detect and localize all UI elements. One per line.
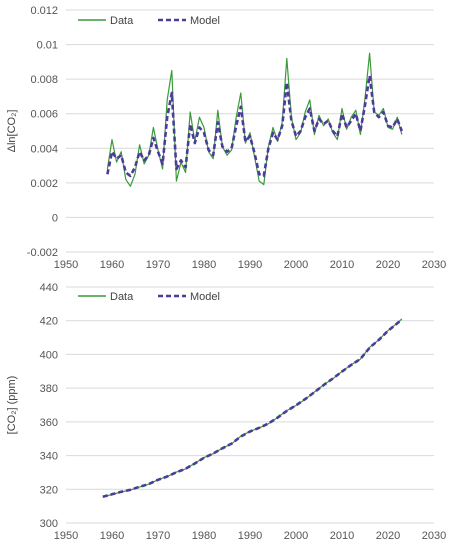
legend-label-model: Model [190, 15, 220, 27]
chart-co2-concentration: 300 320 340 360 380 400 420 440 1950 1960 1970 1980… [6, 282, 446, 542]
x-tick-label: 2020 [376, 259, 400, 271]
x-tick-label: 1990 [238, 530, 262, 542]
y-tick-label: 0.008 [30, 74, 58, 86]
chart-delta-ln-co2: -0.002 0 0.002 0.004 0.006 0.008 0.01 0.012 1950… [6, 5, 446, 271]
x-tick-label: 2020 [376, 530, 400, 542]
y-tick-label: 0.012 [30, 5, 58, 17]
y-tick-label: -0.002 [27, 247, 58, 259]
y-tick-label: 0 [52, 212, 58, 224]
x-tick-label: 1960 [100, 259, 124, 271]
y-tick-label: 360 [40, 417, 58, 429]
y-axis-title: [CO₂] (ppm) [6, 376, 18, 435]
series-line-model [102, 318, 403, 498]
y-tick-label: 420 [40, 316, 58, 328]
series-line-data [102, 318, 403, 498]
x-tick-label: 1970 [146, 530, 170, 542]
legend-label-model: Model [190, 291, 220, 303]
y-tick-label: 380 [40, 383, 58, 395]
y-axis-title: Δln[CO₂] [6, 110, 18, 153]
x-tick-label: 1980 [192, 259, 216, 271]
x-tick-label: 2030 [422, 530, 446, 542]
x-tick-label: 2010 [330, 530, 354, 542]
y-tick-label: 400 [40, 349, 58, 361]
x-tick-label: 1950 [54, 530, 78, 542]
x-tick-label: 1960 [100, 530, 124, 542]
legend-label-data: Data [110, 15, 134, 27]
y-tick-label: 340 [40, 451, 58, 463]
y-tick-label: 320 [40, 484, 58, 496]
y-tick-label: 440 [40, 282, 58, 294]
y-tick-label: 300 [40, 518, 58, 530]
legend: Data Model [78, 291, 220, 303]
series-line-model [106, 74, 404, 178]
y-tick-label: 0.006 [30, 109, 58, 121]
x-tick-label: 1980 [192, 530, 216, 542]
y-tick-label: 0.004 [30, 143, 58, 155]
y-tick-label: 0.002 [30, 178, 58, 190]
x-tick-label: 1970 [146, 259, 170, 271]
legend: Data Model [78, 15, 220, 27]
legend-label-data: Data [110, 291, 134, 303]
x-tick-label: 2000 [284, 259, 308, 271]
x-tick-label: 2010 [330, 259, 354, 271]
x-tick-label: 2030 [422, 259, 446, 271]
x-tick-label: 1990 [238, 259, 262, 271]
y-tick-label: 0.01 [37, 40, 58, 52]
x-tick-label: 2000 [284, 530, 308, 542]
x-tick-label: 1950 [54, 259, 78, 271]
